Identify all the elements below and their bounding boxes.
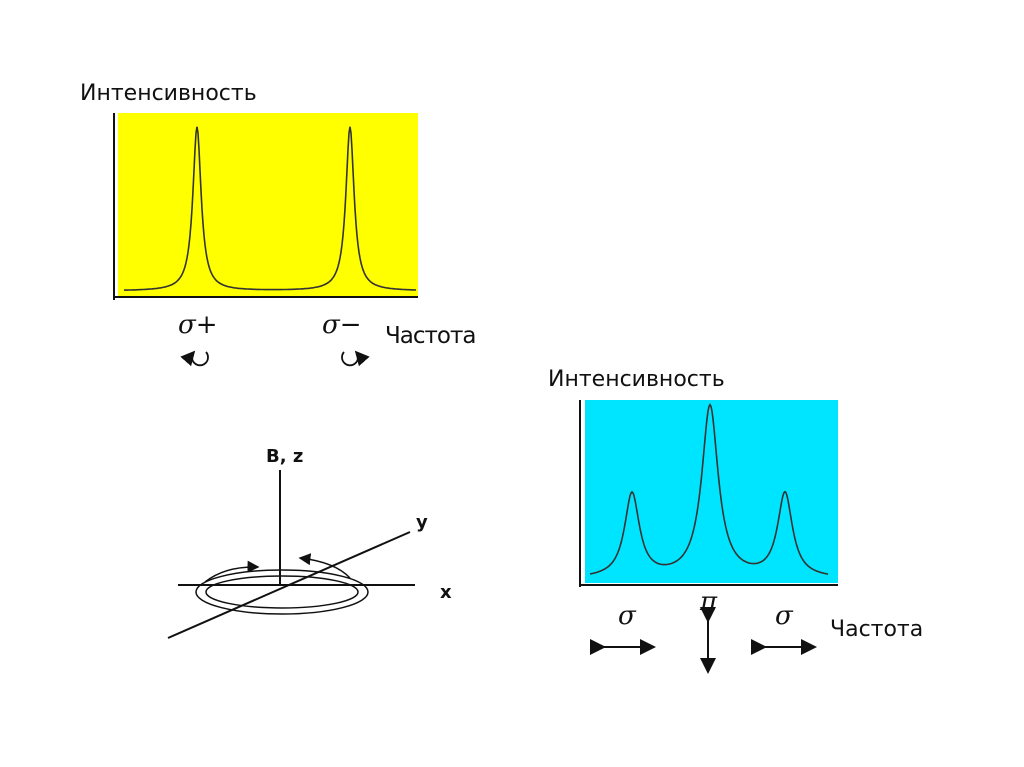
axis-label: B, z (266, 446, 303, 467)
rotation-icon (180, 350, 209, 367)
axis-label: x (440, 582, 452, 603)
plot-bg (585, 400, 838, 583)
peak-label: σ− (322, 310, 362, 340)
y-label: Интенсивность (548, 367, 725, 392)
spectrum-curve (589, 403, 829, 575)
x-label: Частота (830, 617, 923, 642)
x-label: Частота (385, 323, 475, 349)
peak-label: σ+ (178, 310, 218, 340)
peak-label: σ (775, 601, 794, 631)
rotation-arrow (298, 553, 351, 579)
orbit (195, 569, 369, 615)
plot-bg (118, 113, 418, 297)
rotation-arrow (204, 560, 260, 583)
axis-label: y (416, 512, 428, 533)
rotation-icon (341, 350, 370, 367)
y-axis (167, 531, 411, 639)
peak-label: σ (618, 601, 637, 631)
y-label: Интенсивность (80, 81, 257, 106)
spectrum-curve (123, 126, 417, 291)
orbit (205, 575, 359, 609)
peak-label: π (699, 587, 718, 617)
